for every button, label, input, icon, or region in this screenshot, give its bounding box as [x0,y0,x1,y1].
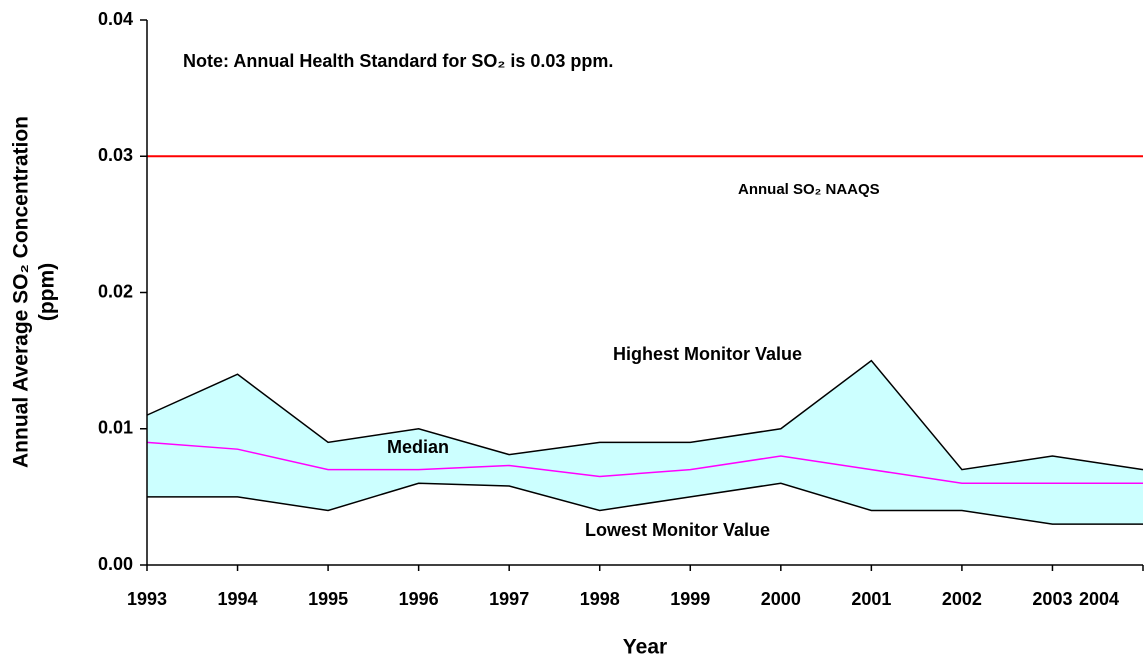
y-tick-label: 0.04 [98,9,133,29]
x-tick-label: 1994 [218,589,258,609]
series-line [146,359,1144,471]
y-tick-label: 0.00 [98,554,133,574]
series-label: Median [387,437,449,457]
x-tick-label: 1995 [308,589,348,609]
y-tick-label: 0.02 [98,281,133,301]
x-tick-label: 1999 [670,589,710,609]
y-axis-title: Annual Average SO₂ Concentration [10,116,33,468]
x-tick-label: 2001 [851,589,891,609]
x-tick-label: 2002 [942,589,982,609]
series-label: Highest Monitor Value [613,344,802,364]
series-label: Lowest Monitor Value [585,520,770,540]
series-line [147,482,1143,525]
x-tick-label: 1998 [580,589,620,609]
series-line [146,441,1143,484]
standard-label: Annual SO₂ NAAQS [738,181,880,198]
note: Note: Annual Health Standard for SO₂ is … [183,51,613,71]
y-tick-label: 0.03 [98,145,133,165]
x-tick-label: 2003 [1032,589,1072,609]
x-axis-title: Year [623,636,667,658]
x-tick-label: 1997 [489,589,529,609]
x-tick-label: 1996 [399,589,439,609]
x-tick-label: 2004 [1079,589,1119,609]
y-tick-label: 0.01 [98,418,133,438]
x-tick-label: 1993 [127,589,167,609]
y-axis-title: (ppm) [36,263,59,321]
x-tick-label: 2000 [761,589,801,609]
